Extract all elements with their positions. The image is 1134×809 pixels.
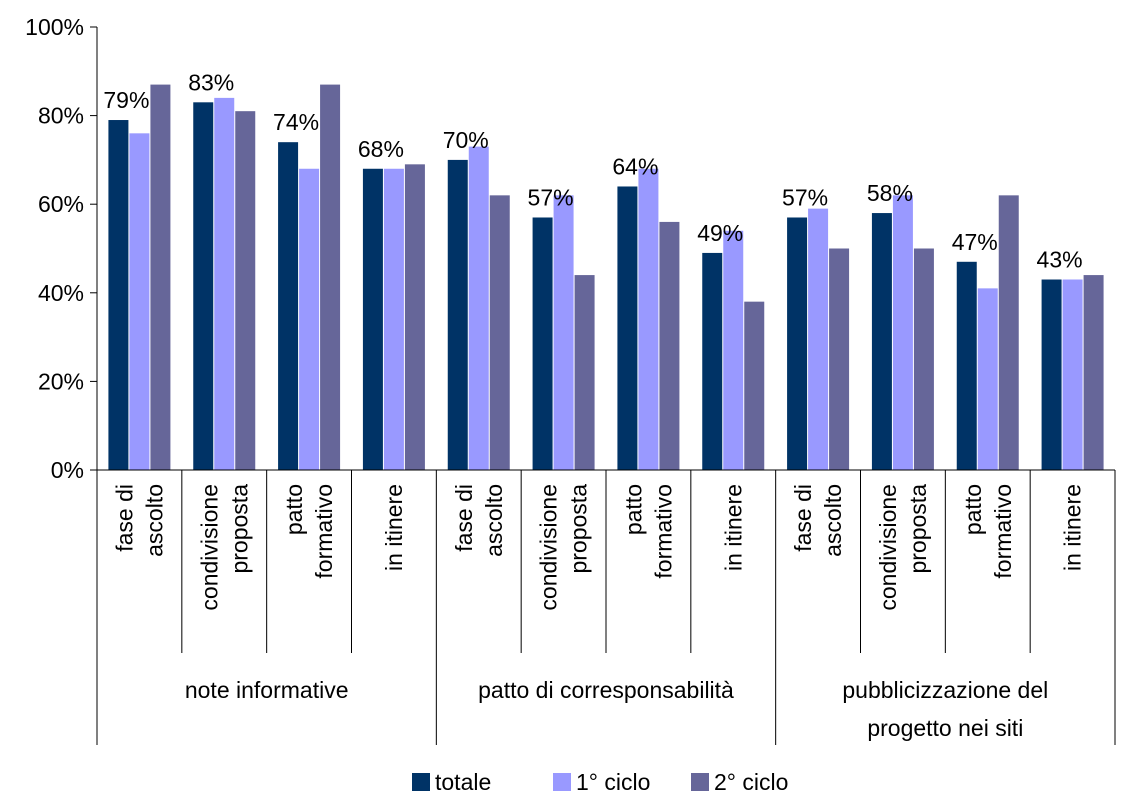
bar-2-ciclo <box>574 275 595 470</box>
category-label: patto <box>960 484 986 535</box>
bar-2-ciclo <box>744 301 765 470</box>
y-tick-label: 100% <box>25 14 84 40</box>
legend-swatch <box>553 773 571 791</box>
bar-1-ciclo <box>299 168 320 470</box>
data-label: 74% <box>273 109 319 135</box>
data-label: 57% <box>782 184 828 210</box>
bar-2-ciclo <box>998 195 1019 470</box>
bar-totale <box>956 261 977 470</box>
bar-1-ciclo <box>892 195 913 470</box>
bar-totale <box>532 217 553 470</box>
category-label: proposta <box>905 484 931 574</box>
category-label: proposta <box>226 484 252 574</box>
data-label: 68% <box>358 136 404 162</box>
data-label: 70% <box>443 127 489 153</box>
bar-2-ciclo <box>320 84 341 470</box>
category-label: in itinere <box>720 484 746 571</box>
data-label: 79% <box>103 87 149 113</box>
legend-label: 2° ciclo <box>714 769 788 795</box>
bar-1-ciclo <box>383 168 404 470</box>
bar-totale <box>362 168 383 470</box>
legend-label: 1° ciclo <box>576 769 650 795</box>
category-label: condivisione <box>196 484 222 611</box>
bar-2-ciclo <box>235 111 256 471</box>
group-label: progetto nei siti <box>867 715 1023 741</box>
group-label: patto di corresponsabilità <box>478 677 734 703</box>
bar-totale <box>617 186 638 471</box>
category-label: in itinere <box>1060 484 1086 571</box>
data-label: 58% <box>867 180 913 206</box>
bar-1-ciclo <box>1062 279 1083 470</box>
group-label: pubblicizzazione del <box>842 677 1048 703</box>
bar-1-ciclo <box>977 288 998 470</box>
data-label: 47% <box>952 229 998 255</box>
category-label: fase di <box>790 484 816 552</box>
legend-swatch <box>412 773 430 791</box>
bar-2-ciclo <box>150 84 171 470</box>
bar-2-ciclo <box>1083 275 1104 470</box>
data-label: 43% <box>1037 247 1083 273</box>
bar-2-ciclo <box>913 248 934 470</box>
y-tick-label: 80% <box>38 103 84 129</box>
group-label: note informative <box>185 677 349 703</box>
bar-2-ciclo <box>404 164 425 470</box>
bar-1-ciclo <box>468 146 489 471</box>
category-label: formativo <box>311 484 337 579</box>
data-label: 83% <box>188 69 234 95</box>
category-label: condivisione <box>875 484 901 611</box>
bar-totale <box>1041 279 1062 470</box>
data-label: 49% <box>697 220 743 246</box>
category-label: formativo <box>990 484 1016 579</box>
bar-1-ciclo <box>723 230 744 470</box>
category-label: proposta <box>566 484 592 574</box>
y-tick-label: 20% <box>38 368 84 394</box>
bar-totale <box>702 252 723 470</box>
category-label: ascolto <box>820 484 846 557</box>
bar-totale <box>787 217 808 470</box>
bar-1-ciclo <box>129 133 150 470</box>
bar-totale <box>871 213 892 470</box>
legend-swatch <box>691 773 709 791</box>
y-tick-label: 0% <box>51 457 84 483</box>
bar-totale <box>193 102 214 470</box>
bar-1-ciclo <box>553 195 574 470</box>
bar-1-ciclo <box>638 168 659 470</box>
category-label: patto <box>620 484 646 535</box>
category-label: fase di <box>451 484 477 552</box>
bar-totale <box>447 159 468 470</box>
bar-1-ciclo <box>214 97 235 470</box>
legend-label: totale <box>435 769 491 795</box>
bar-2-ciclo <box>829 248 850 470</box>
bar-totale <box>108 120 129 470</box>
category-label: in itinere <box>381 484 407 571</box>
data-label: 64% <box>612 153 658 179</box>
bar-2-ciclo <box>489 195 510 470</box>
y-tick-label: 40% <box>38 280 84 306</box>
category-label: patto <box>281 484 307 535</box>
category-label: formativo <box>650 484 676 579</box>
category-label: ascolto <box>141 484 167 557</box>
category-label: condivisione <box>536 484 562 611</box>
bar-2-ciclo <box>659 221 680 470</box>
bar-totale <box>278 142 299 470</box>
y-tick-label: 60% <box>38 191 84 217</box>
data-label: 57% <box>528 184 574 210</box>
category-label: fase di <box>111 484 137 552</box>
category-label: ascolto <box>481 484 507 557</box>
bar-1-ciclo <box>808 208 829 470</box>
